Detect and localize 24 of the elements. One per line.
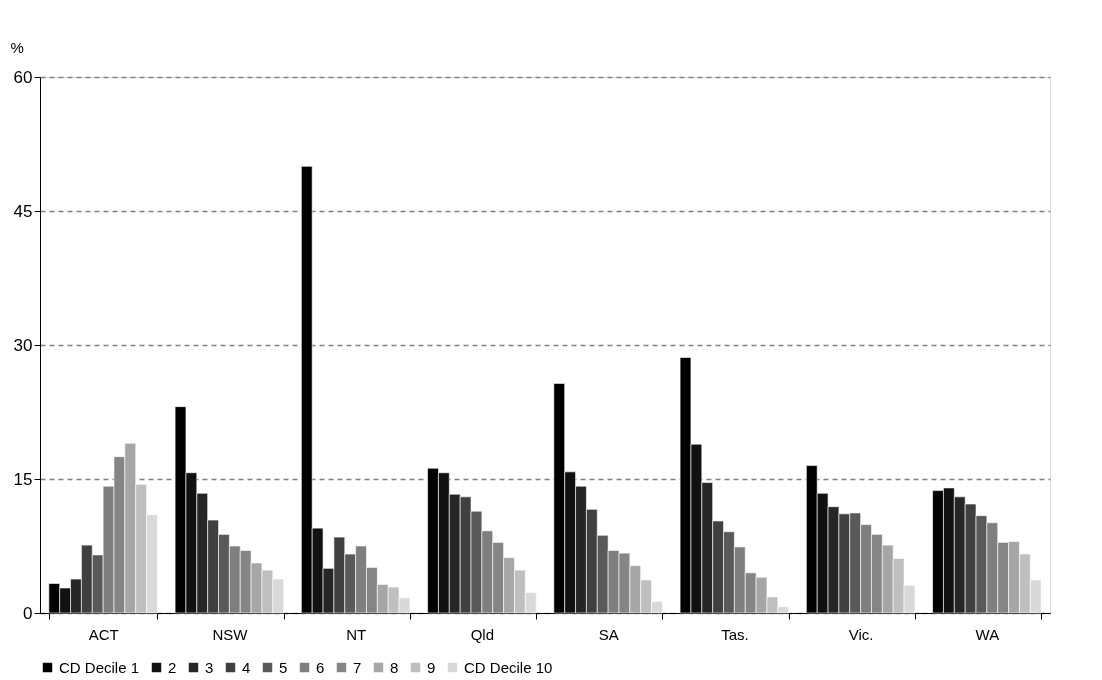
y-tick-label: 15	[13, 469, 33, 489]
x-tick-label: NSW	[212, 625, 249, 643]
legend-label: 6	[316, 658, 325, 676]
x-tick-label: WA	[975, 625, 1000, 643]
legend-label: 9	[427, 658, 436, 676]
y-tick-label: 60	[13, 67, 33, 87]
legend-label: 7	[353, 658, 362, 676]
legend-label: CD Decile 1	[59, 658, 140, 676]
legend-label: 2	[168, 658, 177, 676]
x-tick-label: Qld	[470, 625, 495, 643]
x-tick-label: SA	[598, 625, 619, 643]
y-tick-label: 45	[13, 201, 33, 221]
y-tick-label: 30	[13, 335, 33, 355]
x-tick-label: ACT	[88, 625, 119, 643]
x-tick-label: NT	[346, 625, 367, 643]
legend-label: 5	[279, 658, 288, 676]
y-axis-title: %	[10, 38, 24, 56]
legend-label: 3	[205, 658, 214, 676]
legend-label: 8	[390, 658, 399, 676]
x-tick-label: Vic.	[848, 625, 874, 643]
legend-label: CD Decile 10	[464, 658, 553, 676]
y-tick-label: 0	[23, 603, 33, 623]
x-tick-label: Tas.	[721, 625, 749, 643]
legend-label: 4	[242, 658, 251, 676]
